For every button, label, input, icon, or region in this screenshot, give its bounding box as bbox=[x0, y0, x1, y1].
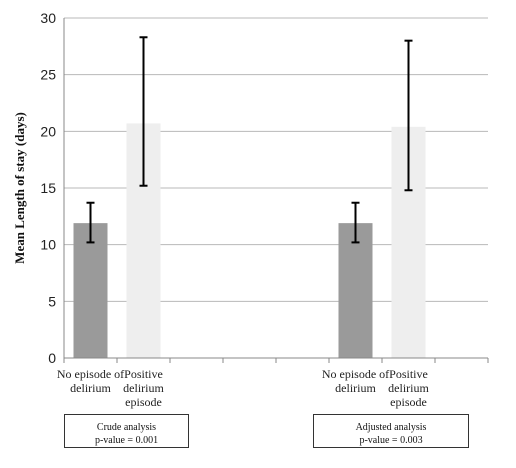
category-label: No episode of delirium bbox=[57, 367, 124, 395]
axes bbox=[63, 18, 489, 363]
category-label-line: No episode of bbox=[57, 367, 124, 381]
adjusted-analysis-pvalue: p-value = 0.003 bbox=[359, 435, 423, 446]
category-label-line: No episode of bbox=[322, 367, 389, 381]
category-label-line: Positive bbox=[389, 367, 428, 381]
y-tick-label: 25 bbox=[40, 67, 56, 83]
category-label: Positive delirium episode bbox=[388, 367, 429, 409]
adjusted-analysis-note: Adjusted analysis p-value = 0.003 bbox=[313, 414, 469, 448]
error-bars bbox=[86, 36, 413, 244]
bar bbox=[73, 223, 108, 358]
y-tick-labels: 0 5 10 15 20 25 30 bbox=[40, 10, 56, 366]
y-tick-label: 20 bbox=[40, 123, 56, 139]
bars bbox=[73, 123, 426, 359]
category-label-line: delirium bbox=[388, 381, 429, 395]
y-tick-label: 15 bbox=[40, 180, 56, 196]
bar bbox=[338, 223, 373, 358]
category-label-line: delirium bbox=[335, 381, 376, 395]
crude-analysis-title: Crude analysis bbox=[96, 422, 157, 433]
category-label-line: delirium bbox=[123, 381, 164, 395]
category-label-line: Positive bbox=[124, 367, 163, 381]
y-tick-label: 0 bbox=[48, 350, 56, 366]
y-tick-label: 5 bbox=[48, 293, 56, 309]
crude-analysis-note: Crude analysis p-value = 0.001 bbox=[64, 414, 189, 448]
category-label-line: episode bbox=[125, 395, 162, 409]
y-axis-label: Mean Length of stay (days) bbox=[12, 112, 27, 264]
category-label-line: delirium bbox=[70, 381, 111, 395]
y-tick-label: 30 bbox=[40, 10, 56, 26]
category-label: No episode of delirium bbox=[322, 367, 389, 395]
category-label: Positive delirium episode bbox=[123, 367, 164, 409]
crude-analysis-pvalue: p-value = 0.001 bbox=[94, 435, 159, 446]
category-label-line: episode bbox=[390, 395, 427, 409]
y-tick-label: 10 bbox=[40, 237, 56, 253]
adjusted-analysis-title: Adjusted analysis bbox=[355, 422, 427, 433]
